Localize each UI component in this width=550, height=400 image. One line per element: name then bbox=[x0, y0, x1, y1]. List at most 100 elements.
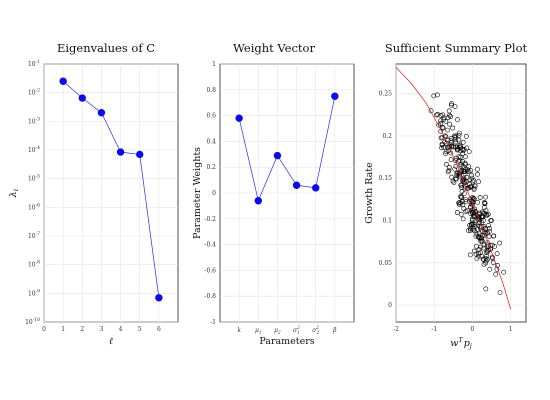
summary-point bbox=[443, 149, 449, 154]
weight-ytick-label: 0.8 bbox=[206, 87, 216, 94]
summary-point bbox=[471, 185, 477, 191]
summary-ytick-label: 0.1 bbox=[382, 217, 392, 224]
summary-point bbox=[460, 202, 466, 208]
summary-point bbox=[463, 197, 469, 202]
summary-point bbox=[494, 251, 500, 257]
eigenvalues-axes bbox=[43, 63, 179, 323]
eig-point bbox=[136, 150, 144, 159]
weight-point bbox=[235, 114, 243, 122]
summary-point bbox=[454, 210, 460, 215]
weight-series-line bbox=[238, 96, 336, 202]
summary-plot-panel: Sufficient Summary Plot -2 -1 0 1 0 0.05 0.1 0… bbox=[364, 41, 528, 350]
summary-point bbox=[462, 185, 468, 191]
eig-ytick-label: 10-3 bbox=[28, 116, 40, 125]
summary-point bbox=[448, 138, 454, 144]
weight-ytick-label: 0.4 bbox=[206, 138, 216, 145]
summary-point bbox=[439, 141, 445, 147]
summary-point bbox=[476, 253, 481, 259]
summary-point bbox=[492, 243, 497, 249]
summary-point bbox=[448, 114, 453, 119]
summary-point bbox=[457, 199, 462, 205]
summary-point bbox=[446, 165, 452, 170]
summary-point bbox=[464, 145, 470, 151]
summary-point bbox=[485, 249, 490, 255]
eig-point bbox=[155, 294, 163, 302]
summary-point bbox=[440, 124, 445, 130]
summary-point bbox=[455, 117, 460, 123]
summary-point bbox=[469, 216, 475, 222]
summary-point bbox=[445, 127, 450, 133]
summary-point bbox=[460, 139, 466, 145]
summary-fit-line bbox=[395, 67, 512, 310]
summary-point bbox=[478, 244, 483, 250]
summary-point bbox=[489, 242, 495, 248]
summary-plot-title: Sufficient Summary Plot bbox=[385, 41, 528, 55]
summary-point bbox=[483, 194, 488, 200]
summary-point bbox=[487, 266, 493, 272]
eig-xtick-label: 3 bbox=[100, 326, 104, 333]
eig-ytick-label: 10-8 bbox=[28, 260, 40, 269]
summary-point bbox=[467, 181, 472, 187]
eig-xtick-label: 0 bbox=[42, 326, 46, 333]
summary-point bbox=[471, 213, 476, 218]
summary-point bbox=[443, 161, 449, 167]
summary-plot-xlabel: wTpj bbox=[450, 336, 472, 350]
eig-xtick-label: 5 bbox=[138, 326, 142, 333]
summary-point bbox=[445, 169, 451, 175]
summary-point bbox=[470, 221, 476, 226]
summary-point bbox=[475, 171, 480, 177]
weight-xtick-label: σ2 1 bbox=[293, 325, 300, 335]
eig-point bbox=[116, 148, 125, 156]
eig-series-line bbox=[62, 80, 160, 298]
eig-xtick-label: 1 bbox=[61, 326, 65, 333]
weight-vector-xlabel: Parameters bbox=[259, 336, 314, 347]
summary-point bbox=[434, 92, 440, 98]
eig-ytick-label: 10-6 bbox=[28, 202, 40, 211]
summary-point bbox=[467, 252, 473, 258]
summary-point bbox=[466, 228, 471, 233]
summary-point bbox=[493, 271, 499, 277]
summary-point bbox=[469, 217, 475, 223]
summary-point bbox=[483, 258, 489, 264]
eigenvalues-title: Eigenvalues of C bbox=[57, 41, 155, 55]
summary-point bbox=[434, 112, 439, 118]
weight-ytick-label: -0.8 bbox=[204, 293, 216, 300]
eig-ytick-label: 10-4 bbox=[28, 145, 40, 154]
summary-point bbox=[446, 168, 452, 173]
summary-point bbox=[467, 184, 473, 190]
summary-point bbox=[482, 201, 488, 207]
summary-point bbox=[474, 231, 480, 237]
summary-ytick-label: 0.2 bbox=[382, 133, 392, 140]
summary-point bbox=[479, 235, 484, 241]
summary-point bbox=[491, 233, 496, 239]
summary-point bbox=[474, 166, 480, 172]
summary-point bbox=[476, 247, 482, 253]
eigenvalues-panel: Eigenvalues of C 0 1 2 3 4 5 6 10-10 10-9 10-8 10… bbox=[8, 41, 179, 347]
summary-point bbox=[483, 260, 489, 266]
summary-point bbox=[453, 139, 459, 145]
summary-point bbox=[463, 133, 469, 139]
weight-xtick-label: k bbox=[237, 327, 241, 334]
summary-xtick-label: -2 bbox=[393, 326, 399, 333]
summary-point bbox=[470, 210, 476, 216]
summary-point bbox=[487, 228, 492, 234]
summary-point bbox=[479, 253, 485, 259]
summary-point bbox=[451, 180, 457, 185]
summary-point bbox=[459, 146, 465, 152]
summary-point bbox=[486, 222, 491, 228]
summary-point bbox=[448, 102, 454, 108]
summary-point bbox=[454, 173, 460, 178]
summary-point bbox=[438, 121, 444, 126]
summary-point bbox=[473, 243, 479, 249]
summary-point bbox=[469, 175, 475, 181]
weight-ytick-label: -1 bbox=[210, 319, 216, 326]
summary-point bbox=[449, 174, 454, 180]
weight-ytick-label: -0.6 bbox=[204, 267, 216, 274]
summary-point bbox=[458, 163, 464, 169]
eig-xtick-label: 4 bbox=[119, 326, 123, 333]
summary-point bbox=[466, 163, 472, 169]
summary-point bbox=[497, 240, 502, 246]
summary-point bbox=[477, 195, 483, 200]
summary-point bbox=[443, 151, 448, 157]
summary-point bbox=[483, 286, 489, 292]
